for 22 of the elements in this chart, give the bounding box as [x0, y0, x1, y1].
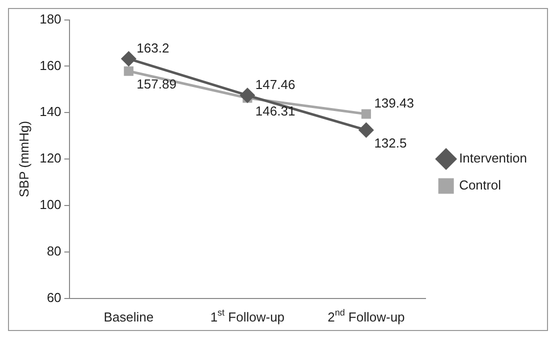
point: [124, 66, 134, 76]
point: [358, 122, 374, 138]
legend-label: Intervention: [459, 150, 528, 166]
data-label: 139.43: [374, 96, 414, 111]
data-label: 132.5: [374, 136, 407, 151]
legend-label: Control: [459, 178, 502, 193]
y-axis-title: SBP (mmHg): [16, 120, 32, 198]
x-tick-label: Baseline: [104, 310, 154, 325]
data-label: 146.31: [255, 104, 296, 119]
y-tick-label: 180: [40, 11, 62, 26]
point: [361, 109, 371, 119]
y-tick-label: 160: [40, 58, 62, 73]
y-tick-label: 140: [40, 104, 62, 120]
point: [121, 52, 136, 66]
y-tick-label: 100: [40, 197, 62, 212]
y-tick-label: 80: [46, 244, 62, 259]
point: [240, 88, 255, 103]
data-label: 147.46: [255, 76, 296, 92]
y-tick-label: 60: [46, 290, 62, 305]
data-label: 163.2: [136, 40, 170, 56]
data-label: 157.89: [136, 76, 176, 92]
y-tick-label: 120: [40, 150, 62, 166]
